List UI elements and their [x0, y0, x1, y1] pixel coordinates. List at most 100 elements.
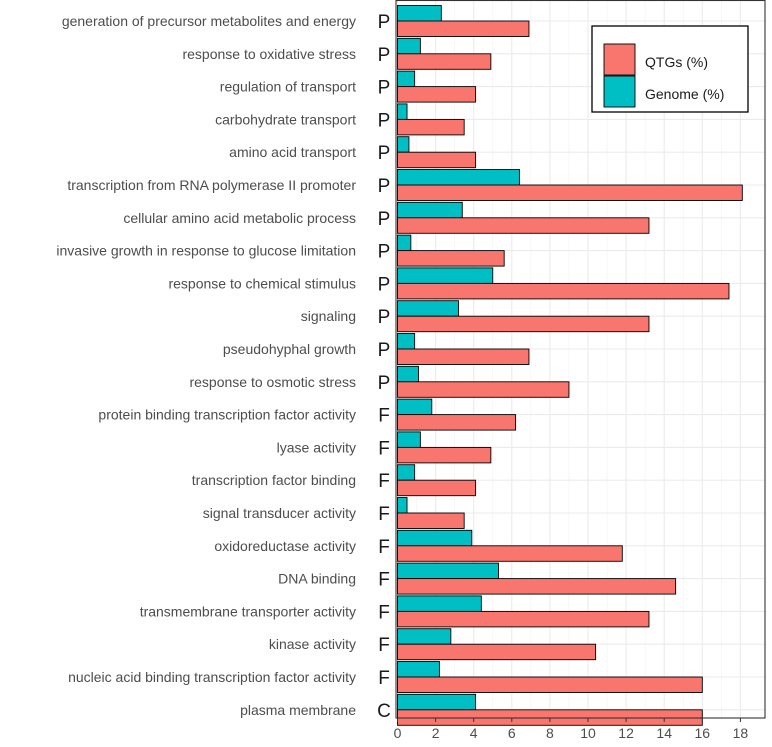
x-tick-label: 8 [546, 725, 554, 741]
legend-swatch-qtg [603, 43, 636, 76]
bar-genome [397, 37, 421, 55]
x-tick-label: 18 [733, 725, 749, 741]
legend-label-genome: Genome (%) [645, 86, 724, 102]
bar-qtg [397, 578, 677, 595]
bar-qtg [397, 479, 477, 497]
group-letter: F [378, 537, 390, 558]
bar-qtg [397, 20, 530, 37]
bar-genome [397, 70, 416, 88]
category-label: response to chemical stimulus [168, 275, 356, 291]
group-letter: F [378, 471, 390, 492]
bar-qtg [397, 282, 730, 300]
group-letter: F [378, 504, 390, 525]
group-letter: P [378, 45, 391, 66]
category-label: oxidoreductase activity [214, 538, 356, 554]
bar-genome [397, 398, 433, 416]
group-letter: P [378, 307, 391, 328]
bar-genome [397, 365, 419, 383]
bar-genome [397, 562, 499, 580]
bar-genome [397, 595, 482, 612]
bar-genome [397, 234, 412, 252]
bar-qtg [397, 315, 650, 333]
bar-genome [397, 661, 440, 678]
group-letter: P [378, 110, 391, 131]
bar-qtg [397, 610, 650, 628]
bar-genome [397, 464, 416, 481]
bar-genome [397, 169, 520, 186]
group-letter: F [378, 602, 390, 623]
group-letter: F [378, 635, 390, 656]
category-labels: generation of precursor metabolites and … [56, 13, 356, 718]
category-label: amino acid transport [229, 144, 356, 160]
bar-genome [397, 5, 442, 22]
group-letter: C [377, 701, 391, 722]
group-letter: P [378, 340, 391, 361]
x-tick-label: 6 [508, 725, 516, 741]
bar-genome [397, 628, 452, 645]
bar-qtg [397, 118, 465, 136]
group-letter: P [378, 373, 391, 394]
category-label: generation of precursor metabolites and … [62, 13, 356, 29]
group-letter: F [378, 438, 390, 459]
bar-qtg [397, 643, 597, 661]
x-tick-label: 12 [618, 725, 634, 741]
group-letter: F [378, 668, 390, 689]
bar-qtg [397, 446, 492, 464]
group-letter: P [378, 242, 391, 263]
x-tick-label: 2 [432, 725, 440, 741]
bar-genome [397, 693, 477, 711]
category-label: kinase activity [269, 636, 356, 652]
group-letter: P [378, 274, 391, 295]
bar-qtg [397, 86, 477, 103]
x-tick-label: 16 [695, 725, 711, 741]
category-label: plasma membrane [240, 702, 356, 718]
bar-qtg [397, 151, 477, 169]
bar-genome [397, 497, 408, 514]
category-label: pseudohyphal growth [223, 341, 356, 357]
legend-swatch-genome [603, 75, 636, 108]
category-label: response to oxidative stress [182, 46, 356, 62]
bar-qtg [397, 348, 530, 365]
category-label: cellular amino acid metabolic process [123, 210, 356, 226]
legend-label-qtg: QTGs (%) [645, 54, 708, 70]
category-label: transcription factor binding [192, 472, 356, 488]
bar-qtg [397, 381, 570, 398]
category-label: carbohydrate transport [215, 111, 356, 127]
x-tick-label: 0 [394, 725, 402, 741]
category-label: signal transducer activity [203, 505, 356, 521]
x-tick-label: 14 [656, 725, 672, 741]
legend: QTGs (%) Genome (%) [591, 25, 749, 113]
category-label: DNA binding [278, 571, 356, 587]
bar-genome [397, 333, 416, 350]
category-label: transcription from RNA polymerase II pro… [67, 177, 356, 193]
category-label: signaling [301, 308, 356, 324]
group-letter: P [378, 12, 391, 33]
bar-genome [397, 267, 494, 284]
category-label: lyase activity [277, 439, 356, 455]
bar-qtg [397, 217, 650, 234]
bar-qtg [397, 53, 492, 70]
bar-genome [397, 529, 473, 547]
bar-genome [397, 201, 463, 219]
group-letter: F [378, 570, 390, 591]
group-letter: P [378, 209, 391, 230]
bar-qtg [397, 414, 517, 431]
bar-genome [397, 300, 459, 317]
group-letter: P [378, 176, 391, 197]
category-label: protein binding transcription factor act… [98, 407, 356, 423]
category-label: regulation of transport [220, 79, 356, 95]
category-label: response to osmotic stress [189, 374, 356, 390]
x-axis: 0 2 4 6 8 10 12 14 16 18 [394, 718, 749, 741]
panel-border [395, 0, 766, 719]
group-letter: P [378, 78, 391, 99]
bar-genome [397, 431, 421, 448]
bar-qtg [397, 184, 743, 201]
x-tick-label: 10 [580, 725, 596, 741]
category-label: invasive growth in response to glucose l… [56, 243, 356, 259]
bar-genome [397, 103, 408, 120]
category-label: transmembrane transporter activity [140, 603, 356, 619]
x-tick-label: 4 [470, 725, 478, 741]
